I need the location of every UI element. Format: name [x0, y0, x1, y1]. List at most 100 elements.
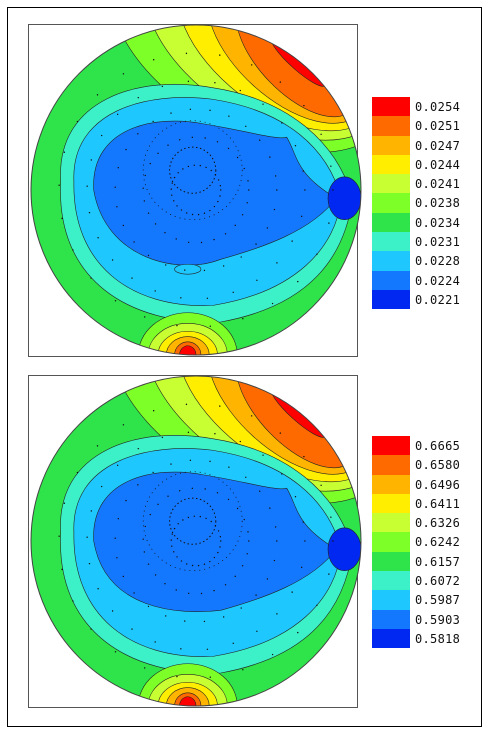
vector-dot [116, 557, 118, 559]
vector-dot [184, 269, 186, 271]
vector-dot [125, 148, 127, 151]
vector-dot [273, 208, 276, 211]
vector-dot [247, 180, 249, 182]
vector-dot [161, 436, 164, 439]
vector-dot [219, 405, 221, 407]
vector-dot [187, 431, 190, 434]
contour-band [179, 345, 197, 355]
vector-dot [209, 676, 212, 678]
vector-dot [86, 185, 88, 187]
vector-dot [193, 164, 195, 167]
vector-dot [236, 507, 239, 510]
vector-dot [214, 433, 216, 435]
vector-dot [173, 200, 175, 202]
vector-dot [72, 600, 74, 602]
legend-entry: 0.0238 [372, 193, 472, 213]
vector-dot [297, 280, 299, 283]
vector-dot [133, 592, 135, 594]
legend-entry: 0.6665 [372, 436, 472, 456]
vector-dot [142, 538, 144, 540]
vector-dot [175, 238, 177, 240]
vector-dot [187, 165, 190, 168]
vector-dot [125, 499, 127, 502]
vector-dot [247, 531, 249, 533]
vector-dot [157, 503, 159, 506]
vector-dot [316, 604, 318, 606]
vector-dot [274, 175, 277, 177]
legend-swatch [372, 232, 410, 252]
legend-label: 0.6411 [415, 496, 461, 511]
vector-dot [131, 277, 133, 279]
vector-dot [164, 583, 166, 585]
legend-swatch [372, 551, 410, 572]
vector-dot [88, 562, 91, 565]
vector-dot [171, 194, 173, 196]
vector-dot [204, 137, 206, 139]
vector-dot [90, 628, 92, 630]
vector-dot [152, 59, 155, 61]
vector-dot [328, 573, 330, 575]
vector-dot [117, 518, 119, 520]
vector-dot [224, 233, 227, 235]
vector-dot [58, 535, 60, 537]
vector-dot [133, 241, 135, 243]
vector-dot [167, 144, 169, 146]
vector-dot [100, 134, 103, 137]
vector-dot [167, 495, 169, 497]
legend-swatch [372, 474, 410, 494]
vector-dot [269, 507, 271, 509]
vector-dot [227, 498, 230, 501]
legend-entry: 0.0234 [372, 212, 472, 233]
vector-dot [266, 578, 269, 580]
vector-dot [242, 317, 244, 320]
legend-entry: 0.5987 [372, 590, 472, 610]
vector-dot [213, 205, 216, 208]
vector-dot [203, 563, 206, 565]
vector-dot [147, 605, 150, 608]
vector-dot [222, 616, 225, 618]
vector-dot [209, 460, 211, 463]
contour-band [166, 687, 210, 706]
vector-dot [175, 589, 177, 591]
contour-band [93, 471, 337, 612]
vector-dot [256, 630, 258, 632]
legend-swatch [372, 270, 410, 290]
vector-dot [297, 631, 299, 634]
vector-dot [206, 297, 209, 300]
vector-dot [96, 445, 99, 447]
vector-dot [214, 174, 217, 176]
contour-band [174, 263, 202, 275]
dotted-ring [169, 497, 217, 545]
vector-dot [63, 151, 66, 153]
vector-dot [144, 525, 146, 528]
vector-dot [213, 556, 216, 559]
vector-dot [152, 120, 154, 123]
vector-dot [216, 492, 219, 494]
vector-dot [180, 209, 183, 211]
vector-dot [171, 182, 173, 184]
vector-dot [300, 566, 303, 569]
legend-entry: 0.5818 [372, 628, 472, 649]
vector-dot [219, 546, 221, 548]
vector-dot [276, 613, 278, 615]
legend-entry: 0.6242 [372, 532, 472, 552]
vector-dot [246, 202, 248, 204]
vector-dot [177, 172, 179, 174]
vector-dot [330, 516, 332, 518]
legend-label: 0.0221 [415, 292, 461, 307]
vector-dot [302, 521, 304, 523]
vector-dot [97, 588, 99, 590]
legend-entry: 0.0254 [372, 97, 472, 117]
vector-dot [316, 253, 318, 255]
vector-dot [248, 540, 250, 542]
vector-dot [204, 488, 206, 490]
vector-dot [274, 526, 277, 528]
vector-dot [255, 594, 257, 596]
vector-dot [61, 217, 63, 220]
vector-dot [332, 189, 334, 191]
vector-dot [143, 667, 146, 669]
vector-dot [303, 455, 305, 458]
vector-dot [182, 519, 184, 521]
vector-dot [232, 642, 234, 645]
vector-dot [219, 195, 221, 197]
